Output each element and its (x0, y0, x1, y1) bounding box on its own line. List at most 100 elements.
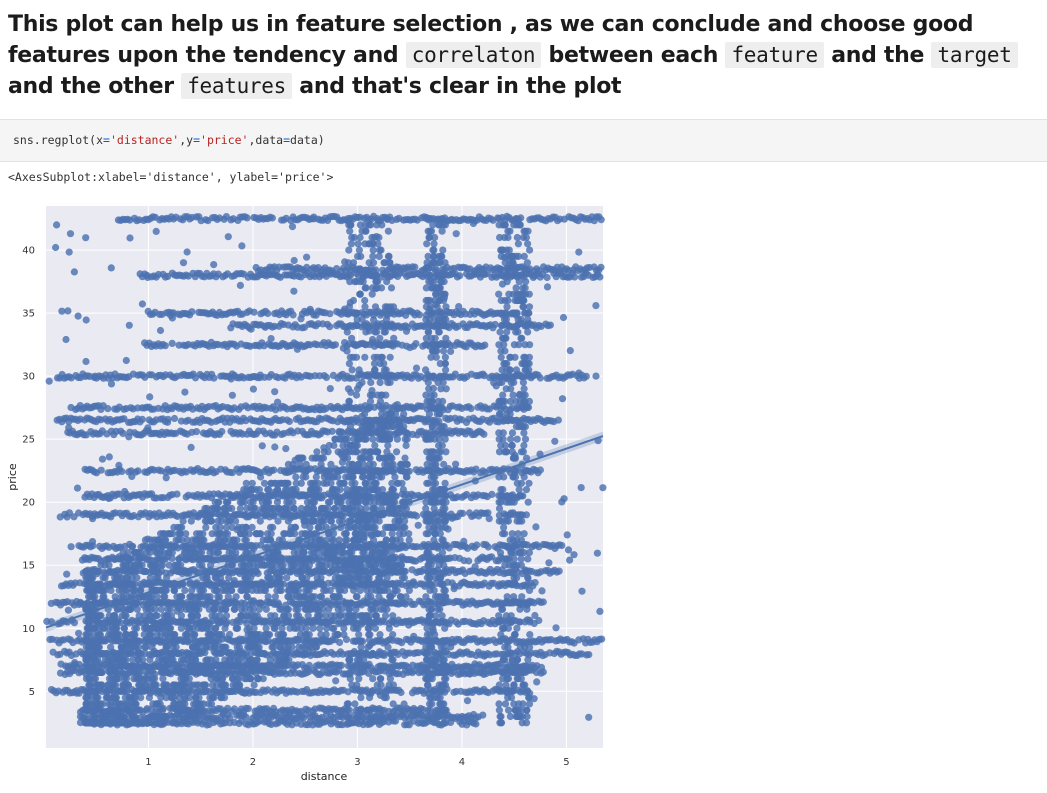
data-point (582, 372, 590, 380)
data-point (571, 273, 579, 281)
code-token: (x (89, 133, 104, 147)
data-point (134, 467, 142, 475)
code-line[interactable]: sns.regplot(x='distance',y='price',data=… (13, 133, 325, 147)
data-point (326, 323, 334, 331)
data-point (264, 593, 272, 601)
data-point (149, 618, 157, 626)
data-point (392, 492, 400, 500)
data-point (312, 473, 320, 481)
data-point (415, 311, 424, 319)
inline-code-correlaton: correlaton (405, 42, 542, 68)
data-point (531, 579, 539, 587)
data-point (168, 339, 176, 347)
data-point (158, 561, 166, 569)
data-point (397, 688, 405, 697)
cell-output-text: <AxesSubplot:xlabel='distance', ylabel='… (8, 170, 334, 184)
scatter-points (43, 212, 607, 729)
code-token: ,data (248, 133, 284, 147)
data-point (243, 214, 251, 222)
data-point (535, 616, 543, 625)
code-string-y: 'price' (200, 133, 249, 147)
data-point (473, 541, 481, 549)
data-point (229, 675, 237, 683)
data-point (95, 706, 103, 714)
data-point (118, 467, 126, 476)
data-point (331, 341, 339, 349)
code-operator: = (103, 133, 110, 147)
data-point (339, 441, 347, 450)
data-point (256, 517, 264, 525)
data-point (484, 543, 492, 551)
code-function: sns.regplot (13, 133, 90, 147)
data-point (543, 273, 551, 282)
data-point (235, 643, 243, 651)
data-point (597, 216, 605, 224)
data-point (596, 273, 604, 281)
data-point (308, 454, 316, 462)
data-point (193, 530, 201, 538)
data-point (316, 624, 324, 632)
data-point (138, 415, 146, 423)
data-point (539, 598, 547, 606)
heading-text-5: and that's clear in the plot (291, 74, 622, 99)
data-point (356, 586, 364, 594)
data-point (302, 624, 310, 632)
data-point (480, 430, 488, 438)
data-point (242, 713, 250, 721)
data-point (326, 310, 334, 318)
data-point (47, 618, 56, 626)
data-point (161, 342, 169, 350)
heading-text-2: between each (541, 43, 726, 68)
data-point (287, 580, 295, 588)
data-point (536, 374, 544, 382)
data-point (456, 272, 464, 280)
data-point (598, 635, 606, 643)
inline-code-feature: feature (725, 42, 824, 68)
data-point (268, 214, 276, 222)
code-cell[interactable]: sns.regplot(x='distance',y='price',data=… (0, 119, 1047, 162)
data-point (319, 599, 327, 607)
heading-text-3: and the (823, 43, 932, 68)
data-point (481, 341, 489, 349)
data-point (320, 586, 328, 594)
data-point (585, 651, 593, 659)
data-point (285, 417, 293, 426)
code-string-x: 'distance' (109, 133, 180, 147)
data-point (393, 435, 401, 443)
code-token: ,y (179, 133, 194, 147)
data-point (537, 663, 546, 671)
data-point (222, 612, 231, 620)
data-point (491, 320, 499, 329)
data-point (479, 711, 487, 719)
data-point (260, 479, 269, 487)
data-point (465, 557, 473, 565)
data-point (238, 498, 246, 506)
data-point (173, 490, 181, 498)
data-point (170, 414, 179, 423)
data-point (391, 473, 399, 481)
data-point (597, 263, 605, 271)
data-point (159, 706, 167, 714)
data-point (546, 321, 555, 329)
data-point (401, 454, 409, 462)
data-point (210, 374, 218, 382)
data-point (412, 340, 420, 348)
code-operator: = (283, 133, 291, 147)
data-point (336, 638, 344, 647)
data-point (554, 416, 563, 424)
markdown-heading: This plot can help us in feature selecti… (8, 10, 1043, 102)
data-point (558, 541, 566, 550)
data-point (104, 405, 112, 413)
data-point (97, 466, 105, 474)
data-point (188, 586, 196, 594)
data-point (411, 263, 419, 271)
code-operator: = (193, 133, 201, 147)
data-point (303, 599, 312, 607)
data-point (322, 373, 331, 381)
inline-code-features: features (181, 73, 292, 99)
code-token: data) (290, 133, 325, 147)
data-point (264, 309, 272, 318)
data-point (536, 466, 545, 474)
data-point (244, 705, 252, 713)
